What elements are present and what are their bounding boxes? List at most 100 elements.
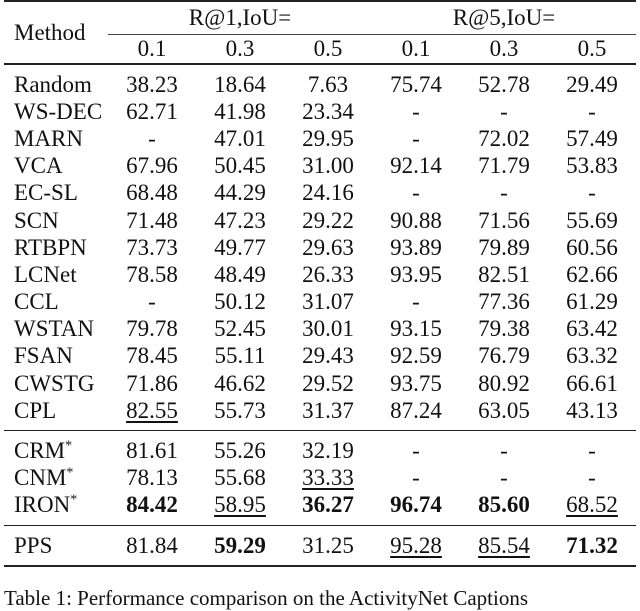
metric-value-cell: 49.77 (214, 234, 266, 260)
metric-value-cell: 68.48 (126, 180, 178, 206)
metric-value-cell: 72.02 (478, 125, 530, 151)
method-name-cell: PPS (4, 525, 108, 568)
table-row: WS-DEC 62.71 41.98 23.34 - - - (4, 98, 636, 125)
metric-value-cell: 95.28 (372, 525, 460, 568)
metric-value-cell: 71.48 (126, 207, 178, 233)
method-name-cell: CCL (14, 289, 59, 315)
metric-value-cell: - (500, 465, 508, 491)
metric-value-cell: 43.13 (566, 397, 618, 423)
metric-value-cell: 41.98 (214, 98, 266, 124)
method-name-cell: WS-DEC (14, 98, 103, 124)
metric-value-cell: 71.56 (478, 207, 530, 233)
metric-value-cell: - (460, 430, 548, 465)
metric-value-cell: 77.36 (478, 289, 530, 315)
method-name-cell: LCNet (14, 261, 77, 287)
method-column-header: Method (4, 0, 108, 64)
iou-threshold-header: 0.1 (401, 36, 431, 61)
metric-value-cell: 52.78 (460, 62, 548, 99)
metric-value-cell: 48.49 (214, 261, 266, 287)
table-body: Random 38.23 18.64 7.63 75.74 52.78 29.49 WS-DE… (4, 62, 636, 568)
metric-value-cell: 30.01 (302, 316, 354, 342)
second-best-value: 82.55 (126, 397, 178, 423)
metric-value-cell: 61.29 (566, 289, 618, 315)
table-row: EC-SL 68.48 44.29 24.16 - - - (4, 180, 636, 207)
method-name-cell: Random (4, 62, 108, 99)
metric-value-cell: 18.64 (196, 62, 284, 99)
metric-value-cell: 82.51 (478, 261, 530, 287)
metric-value-cell: 63.05 (478, 397, 530, 423)
metric-value-cell: 50.45 (214, 153, 266, 179)
metric-value-cell: - (412, 465, 420, 491)
metric-value-cell: 55.68 (214, 465, 266, 491)
asterisk-marker: * (66, 465, 74, 481)
table-row: CCL - 50.12 31.07 - 77.36 61.29 (4, 289, 636, 316)
metric-value-cell: 96.74 (372, 492, 460, 526)
metric-value-cell: 29.22 (302, 207, 354, 233)
metric-value-cell: 47.01 (214, 125, 266, 151)
metric-value-cell: 75.74 (372, 62, 460, 99)
table-row: VCA 67.96 50.45 31.00 92.14 71.79 53.83 (4, 153, 636, 180)
metric-value-cell: 63.42 (566, 316, 618, 342)
metric-value-cell: 66.61 (566, 370, 618, 396)
metric-value-cell: 84.42 (108, 492, 196, 526)
asterisk-marker: * (70, 492, 78, 508)
metric-value-cell: 76.79 (478, 343, 530, 369)
method-name-cell: EC-SL (14, 180, 78, 206)
table-row: WSTAN 79.78 52.45 30.01 93.15 79.38 63.42 (4, 316, 636, 343)
iou-threshold-header: 0.1 (137, 36, 167, 61)
results-table: Method R@1,IoU= R@5,IoU= 0.1 0.3 0.5 0.1 0.3… (4, 0, 636, 568)
metric-value-cell: 81.61 (108, 430, 196, 465)
metric-value-cell: 55.11 (214, 343, 266, 369)
method-name-cell: WSTAN (14, 316, 94, 342)
metric-value-cell: 62.66 (566, 261, 618, 287)
method-name-cell: MARN (14, 125, 84, 151)
metric-value-cell: - (148, 125, 156, 151)
iou-threshold-header: 0.5 (577, 36, 607, 61)
table-row: RTBPN 73.73 49.77 29.63 93.89 79.89 60.56 (4, 234, 636, 261)
metric-value-cell: 93.89 (390, 234, 442, 260)
table-row: CRM* 81.61 55.26 32.19- - - (4, 430, 636, 465)
metric-value-cell: 29.95 (302, 125, 354, 151)
metric-value-cell: 29.43 (302, 343, 354, 369)
method-name-cell: CWSTG (14, 370, 95, 396)
metric-value-cell: 78.58 (126, 261, 178, 287)
metric-value-cell: 73.73 (126, 234, 178, 260)
metric-value-cell: 78.13 (126, 465, 178, 491)
metric-value-cell: 62.71 (126, 98, 178, 124)
metric-value-cell: 44.29 (214, 180, 266, 206)
threshold-header-row: 0.1 0.3 0.5 0.1 0.3 0.5 (4, 35, 636, 65)
best-value: 84.42 (126, 492, 178, 518)
metric-value-cell: 85.54 (460, 525, 548, 568)
table-row: CPL 82.55 55.73 31.37 87.24 63.05 43.13 (4, 397, 636, 431)
metric-value-cell: 92.59 (390, 343, 442, 369)
metric-value-cell: 50.12 (214, 289, 266, 315)
metric-value-cell: 26.33 (302, 261, 354, 287)
metric-value-cell: - (500, 180, 508, 206)
table-row: Random 38.23 18.64 7.63 75.74 52.78 29.49 (4, 62, 636, 99)
metric-value-cell: 29.63 (302, 234, 354, 260)
metric-value-cell: 78.45 (126, 343, 178, 369)
metric-value-cell: - (548, 430, 636, 465)
metric-value-cell: 93.15 (390, 316, 442, 342)
best-value: 71.32 (566, 532, 618, 558)
second-best-value: 33.33 (302, 465, 354, 491)
metric-value-cell: 81.84 (108, 525, 196, 568)
metric-value-cell: 55.69 (566, 207, 618, 233)
metric-value-cell: - (148, 289, 156, 315)
best-value: 85.60 (478, 492, 530, 518)
metric-value-cell: 31.37 (302, 397, 354, 423)
table-row: CNM* 78.13 55.68 33.33 - - - (4, 465, 636, 492)
table-row: PPS 81.84 59.29 31.25 95.28 85.54 71.32 (4, 525, 636, 568)
metric-value-cell: - (412, 125, 420, 151)
method-name: CNM (14, 465, 67, 491)
metric-value-cell: 55.26 (196, 430, 284, 465)
best-value: 59.29 (214, 532, 266, 558)
metric-value-cell: 29.52 (302, 370, 354, 396)
second-best-value: 85.54 (478, 532, 530, 558)
metric-value-cell: - (372, 430, 460, 465)
metric-value-cell: - (412, 180, 420, 206)
table-row: LCNet 78.58 48.49 26.33 93.95 82.51 62.66 (4, 261, 636, 288)
asterisk-marker: * (65, 438, 73, 454)
metric-value-cell: - (588, 98, 596, 124)
metric-value-cell: 90.88 (390, 207, 442, 233)
